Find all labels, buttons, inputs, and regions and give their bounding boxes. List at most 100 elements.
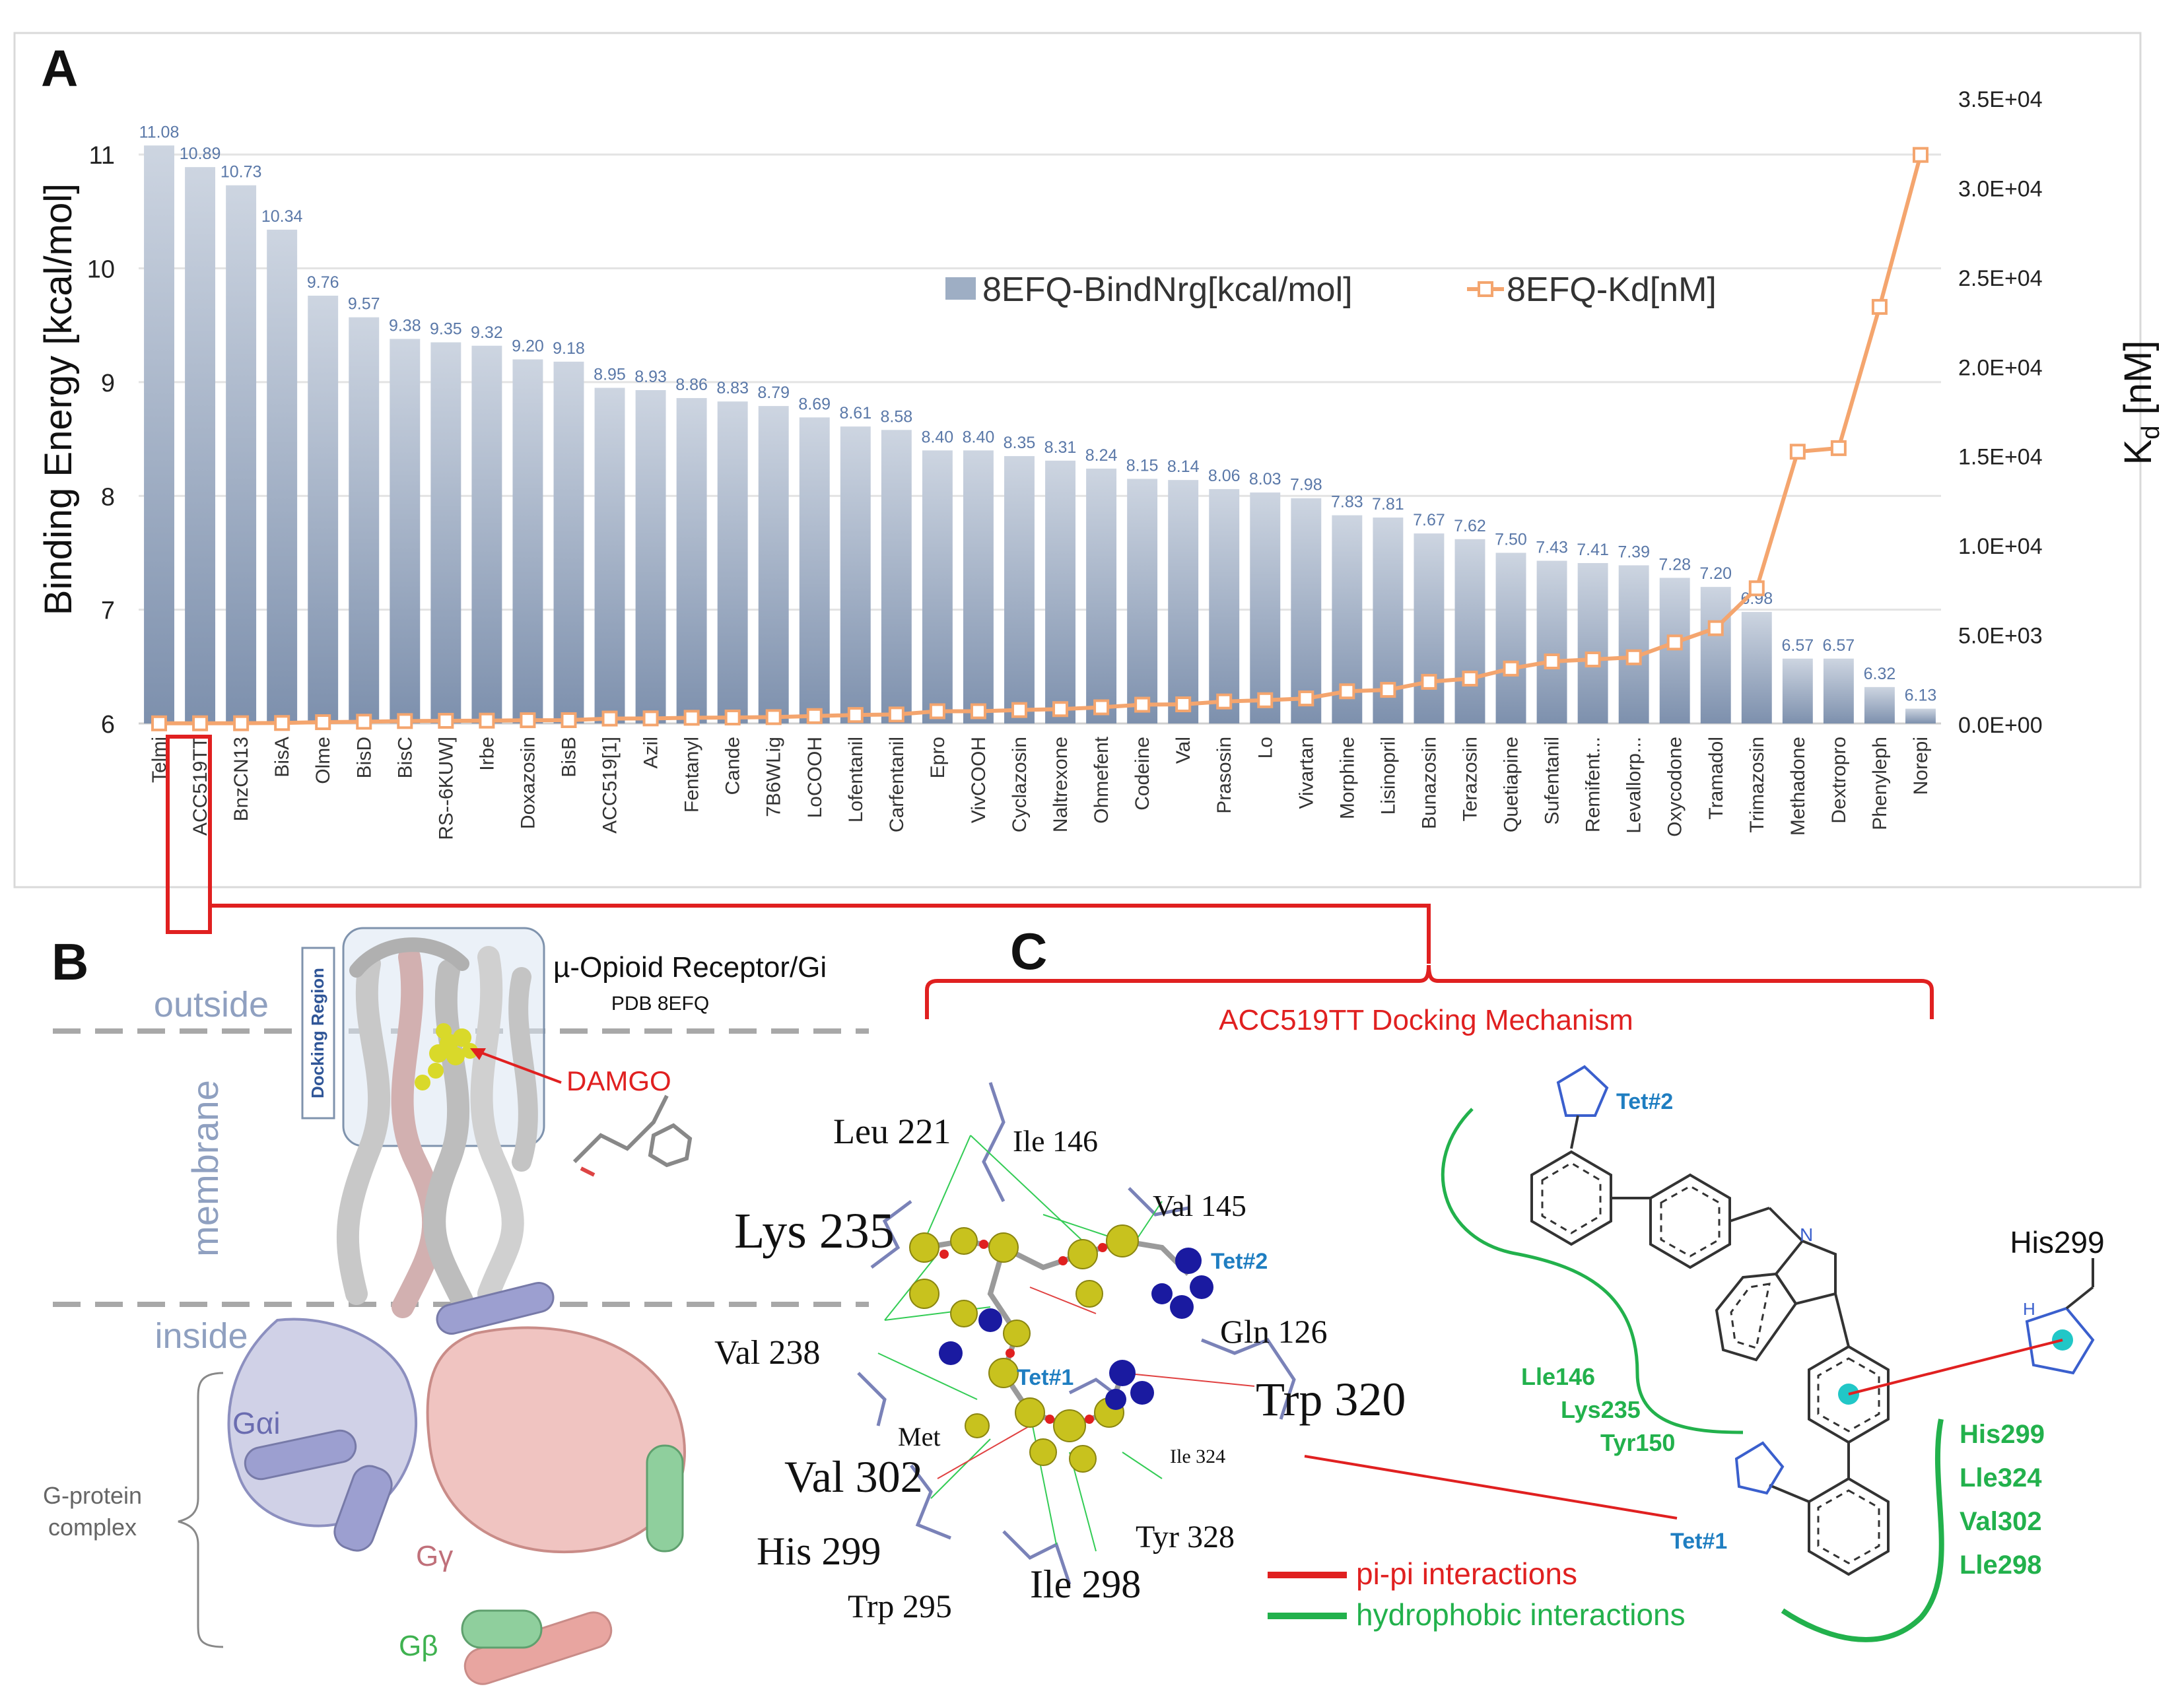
res-val238: Val 238 — [714, 1334, 820, 1372]
g-protein-label-2: complex — [48, 1514, 137, 1541]
category-label: BisB — [558, 737, 580, 778]
kd-point — [1748, 580, 1765, 597]
panel-c-bracket — [925, 964, 1934, 1019]
bar — [1618, 565, 1649, 723]
y2-tick-label: 1.5E+04 — [1958, 445, 2043, 470]
bar-value-label: 9.38 — [389, 316, 421, 335]
res-met: Met — [898, 1422, 940, 1452]
hydrophobic-arc-right — [1781, 1419, 1944, 1642]
highlight-box — [166, 735, 212, 934]
imidazolium-ring — [1774, 1239, 1837, 1306]
inside-label: inside — [154, 1316, 248, 1356]
bar — [1782, 658, 1813, 723]
y2-label-main: K — [2117, 439, 2160, 465]
docking-region-label: Docking Region — [308, 968, 327, 1098]
bar-value-label: 9.57 — [348, 295, 380, 314]
docking-region-tag — [301, 947, 335, 1120]
category-label: Methadone — [1787, 737, 1809, 836]
bar-value-label: 8.86 — [675, 376, 708, 394]
chart-legend: 8EFQ-BindNrg[kcal/mol] 8EFQ-Kd[nM] — [945, 271, 1717, 309]
bar — [430, 342, 461, 723]
bar-value-label: 9.35 — [430, 320, 462, 339]
bar-value-label: 8.06 — [1208, 467, 1241, 485]
bar — [922, 450, 953, 723]
bar-value-label: 8.35 — [1004, 434, 1036, 452]
category-label: Cande — [722, 737, 744, 795]
category-label: Cyclazosin — [1009, 737, 1031, 832]
kd-point — [1871, 298, 1888, 315]
left-axis-ticks: 6 7 8 9 10 11 — [87, 142, 115, 739]
kd-point — [397, 713, 413, 729]
pi-pi-link — [1848, 1339, 2063, 1395]
res-val145: Val 145 — [1153, 1189, 1246, 1222]
panel-a-label: A — [41, 39, 78, 97]
category-label: Quetiapine — [1501, 737, 1522, 832]
right-group-3: Val302 — [1960, 1507, 2042, 1536]
kd-point — [929, 703, 945, 720]
bar — [717, 401, 748, 723]
kd-line-series — [151, 147, 1928, 731]
kd-point — [192, 715, 209, 731]
bar — [1250, 492, 1281, 723]
kd-point — [1912, 147, 1928, 163]
g-alpha-subunit — [227, 1282, 555, 1552]
bar-value-label: 11.08 — [139, 123, 180, 141]
bar-value-label: 8.69 — [798, 395, 831, 413]
ligand-sticks — [572, 1094, 693, 1177]
category-label: BisA — [271, 737, 293, 778]
kd-point — [1666, 634, 1683, 651]
kd-point — [561, 712, 577, 728]
kd-point — [1585, 652, 1601, 668]
category-label: Ohmefent — [1091, 736, 1112, 823]
kd-point — [1789, 444, 1806, 460]
kd-point — [847, 707, 864, 723]
ring-2 — [1649, 1173, 1731, 1269]
left-group-2: Lys235 — [1561, 1396, 1641, 1423]
bar — [1086, 468, 1117, 723]
kd-point — [1503, 660, 1519, 677]
kd-point — [1380, 682, 1396, 698]
bar-value-label: 7.81 — [1372, 495, 1404, 514]
legend-line-label: 8EFQ-Kd[nM] — [1507, 271, 1717, 309]
schematic-hn: H — [2023, 1299, 2035, 1319]
res-tyr328: Tyr 328 — [1136, 1520, 1235, 1555]
legend-line-marker — [1478, 281, 1493, 297]
category-label: Prasosin — [1213, 737, 1235, 814]
y-tick-label: 10 — [87, 256, 115, 284]
res-gln126: Gln 126 — [1220, 1313, 1328, 1350]
kd-point — [1216, 693, 1233, 710]
left-group-1: Lle146 — [1521, 1363, 1595, 1390]
kd-point — [724, 709, 741, 725]
ligand-oxygens — [939, 1240, 1107, 1424]
category-label: Olme — [312, 737, 334, 784]
right-group-2: Lle324 — [1960, 1463, 2042, 1492]
bar — [758, 406, 789, 723]
g-alpha-label: Gαi — [232, 1406, 281, 1440]
y2-tick-label: 1.0E+04 — [1958, 534, 2043, 559]
kd-point — [438, 712, 454, 729]
right-group-1: His299 — [1960, 1420, 2045, 1449]
bar — [963, 450, 994, 723]
category-label: Dextropro — [1828, 737, 1850, 824]
category-labels: Telmi ACC519TT BnzCN13 BisA Olme BisD BisC RS--… — [149, 736, 1932, 840]
right-group-4: Lle298 — [1960, 1551, 2042, 1580]
bar-value-label: 8.15 — [1126, 456, 1159, 475]
category-label: Irbe — [476, 737, 498, 771]
bar-value-label: 9.32 — [471, 323, 503, 342]
category-label: Morphine — [1336, 737, 1358, 819]
kd-point — [274, 715, 290, 731]
kd-point — [1830, 440, 1847, 456]
legend-pi-label: pi-pi interactions — [1356, 1556, 1577, 1591]
kd-point — [315, 714, 331, 731]
ligand-schematic — [1530, 1065, 2095, 1576]
bar — [471, 345, 502, 723]
y-tick-label: 9 — [101, 370, 115, 397]
kd-point — [1707, 620, 1724, 636]
membrane-label: membrane — [184, 1080, 226, 1257]
residue-sticks — [857, 1082, 1296, 1585]
bar — [1004, 455, 1035, 723]
legend-bar-label: 8EFQ-BindNrg[kcal/mol] — [982, 271, 1353, 309]
bar-value-label: 9.18 — [553, 339, 585, 358]
kd-point — [1175, 696, 1192, 713]
